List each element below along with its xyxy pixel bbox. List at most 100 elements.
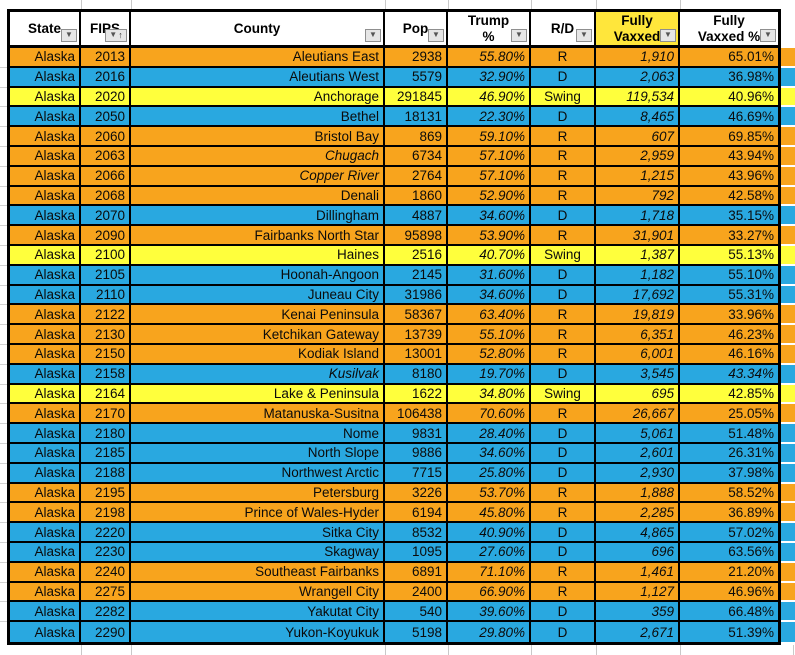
filter-button-fips[interactable]: ▼ ↑ [105,29,127,42]
cell-vaxxed_pct[interactable]: 36.98% [728,69,774,85]
cell-rd[interactable]: R [531,325,596,343]
cell-vaxxed_pct[interactable]: 69.85% [728,128,774,144]
cell-fips[interactable]: 2100 [81,245,131,264]
cell-trump[interactable]: 70.60% [448,404,531,423]
cell-vaxxed[interactable]: 31,901 [596,226,680,244]
cell-county[interactable]: Hoonah-Angoon [131,265,385,284]
cell-vaxxed[interactable]: 1,461 [596,562,680,581]
cell-vaxxed_pct[interactable]: 46.69% [728,108,774,124]
cell-county[interactable]: Juneau City [131,285,385,304]
cell-fips[interactable]: 2110 [81,285,131,304]
cell-pop[interactable]: 869 [385,127,448,145]
cell-fips[interactable]: 2198 [81,503,131,522]
cell-state[interactable]: Alaska [10,127,81,145]
cell-trump[interactable]: 32.90% [448,67,531,86]
cell-vaxxed[interactable]: 695 [596,384,680,403]
cell-trump[interactable]: 57.10% [448,166,531,185]
cell-state[interactable]: Alaska [10,107,81,126]
cell-state[interactable]: Alaska [10,305,81,324]
cell-fips[interactable]: 2220 [81,523,131,541]
cell-county[interactable]: Northwest Arctic [131,463,385,482]
cell-trump[interactable]: 34.60% [448,285,531,304]
cell-rd[interactable]: Swing [531,245,596,264]
cell-vaxxed[interactable]: 2,601 [596,443,680,462]
cell-fips[interactable]: 2066 [81,166,131,185]
cell-rd[interactable]: Swing [531,87,596,106]
cell-rd[interactable]: D [531,622,596,642]
cell-rd[interactable]: Swing [531,384,596,403]
cell-pop[interactable]: 2938 [385,48,448,66]
cell-state[interactable]: Alaska [10,265,81,284]
cell-county[interactable]: Bristol Bay [131,127,385,145]
cell-vaxxed[interactable]: 17,692 [596,285,680,304]
cell-trump[interactable]: 46.90% [448,87,531,106]
cell-trump[interactable]: 28.40% [448,424,531,442]
cell-trump[interactable]: 57.10% [448,146,531,165]
cell-fips[interactable]: 2150 [81,344,131,363]
cell-vaxxed[interactable]: 2,930 [596,463,680,482]
filter-button-fully-vaxxed-pct[interactable]: ▼ [760,29,776,42]
cell-vaxxed_pct[interactable]: 58.52% [728,484,774,500]
cell-trump[interactable]: 66.90% [448,582,531,601]
cell-vaxxed_pct[interactable]: 66.48% [728,603,774,619]
cell-vaxxed[interactable]: 5,061 [596,424,680,442]
cell-fips[interactable]: 2070 [81,206,131,225]
cell-trump[interactable]: 45.80% [448,503,531,522]
cell-fips[interactable]: 2016 [81,67,131,86]
cell-rd[interactable]: R [531,186,596,205]
cell-rd[interactable]: D [531,424,596,442]
cell-state[interactable]: Alaska [10,562,81,581]
cell-vaxxed_pct[interactable]: 43.34% [728,366,774,382]
cell-fips[interactable]: 2063 [81,146,131,165]
cell-pop[interactable]: 9831 [385,424,448,442]
cell-vaxxed_pct[interactable]: 55.31% [728,286,774,302]
cell-pop[interactable]: 2764 [385,166,448,185]
cell-fips[interactable]: 2240 [81,562,131,581]
cell-fips[interactable]: 2068 [81,186,131,205]
cell-county[interactable]: Bethel [131,107,385,126]
cell-vaxxed_pct[interactable]: 33.27% [728,227,774,243]
cell-fips[interactable]: 2230 [81,542,131,561]
cell-state[interactable]: Alaska [10,443,81,462]
cell-fips[interactable]: 2195 [81,483,131,502]
cell-trump[interactable]: 25.80% [448,463,531,482]
filter-button-state[interactable]: ▼ [61,29,77,42]
cell-trump[interactable]: 19.70% [448,364,531,383]
cell-county[interactable]: Copper River [131,166,385,185]
cell-fips[interactable]: 2122 [81,305,131,324]
cell-vaxxed[interactable]: 119,534 [596,87,680,106]
cell-state[interactable]: Alaska [10,542,81,561]
cell-rd[interactable]: R [531,305,596,324]
cell-trump[interactable]: 59.10% [448,127,531,145]
cell-state[interactable]: Alaska [10,325,81,343]
cell-fips[interactable]: 2185 [81,443,131,462]
cell-fips[interactable]: 2090 [81,226,131,244]
cell-rd[interactable]: R [531,404,596,423]
cell-vaxxed[interactable]: 359 [596,602,680,621]
column-header-fips[interactable]: FIPS ▼↑ [81,12,131,45]
filter-button-fully-vaxxed[interactable]: ▼ [660,29,676,42]
cell-trump[interactable]: 55.80% [448,48,531,66]
cell-vaxxed_pct[interactable]: 57.02% [728,524,774,540]
cell-pop[interactable]: 8532 [385,523,448,541]
cell-state[interactable]: Alaska [10,483,81,502]
cell-vaxxed[interactable]: 8,465 [596,107,680,126]
filter-button-pop[interactable]: ▼ [428,29,444,42]
cell-pop[interactable]: 6891 [385,562,448,581]
cell-trump[interactable]: 34.60% [448,443,531,462]
cell-state[interactable]: Alaska [10,87,81,106]
cell-state[interactable]: Alaska [10,285,81,304]
cell-rd[interactable]: R [531,503,596,522]
cell-vaxxed[interactable]: 792 [596,186,680,205]
cell-vaxxed[interactable]: 2,671 [596,622,680,642]
cell-state[interactable]: Alaska [10,48,81,66]
cell-rd[interactable]: D [531,523,596,541]
cell-pop[interactable]: 31986 [385,285,448,304]
cell-vaxxed_pct[interactable]: 25.05% [728,405,774,421]
cell-rd[interactable]: D [531,107,596,126]
cell-vaxxed[interactable]: 1,127 [596,582,680,601]
cell-rd[interactable]: R [531,344,596,363]
cell-rd[interactable]: D [531,542,596,561]
cell-vaxxed_pct[interactable]: 37.98% [728,465,774,481]
cell-trump[interactable]: 63.40% [448,305,531,324]
